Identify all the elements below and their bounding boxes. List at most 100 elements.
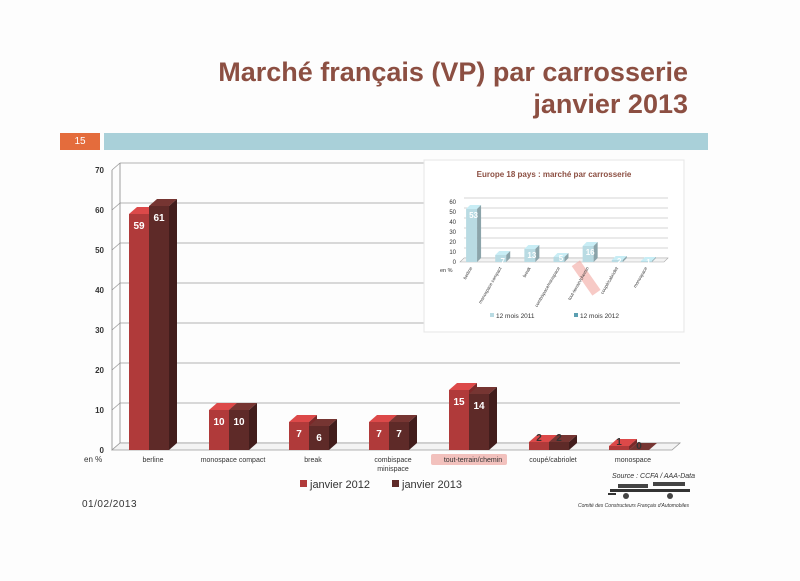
inset-bar	[553, 253, 569, 262]
bar-top	[389, 415, 417, 422]
data-label: 2	[556, 433, 562, 444]
inset-bar	[466, 205, 482, 262]
data-label: 10	[233, 417, 245, 428]
data-label: 10	[213, 417, 225, 428]
inset-bar-top	[611, 256, 627, 260]
bar-top	[469, 387, 497, 394]
y-tick-label: 30	[95, 326, 104, 335]
bar	[229, 403, 257, 450]
bar-top	[449, 383, 477, 390]
legend-swatch	[300, 480, 307, 487]
inset-frame	[423, 159, 685, 333]
inset-bar-front	[553, 257, 565, 262]
inset-bar-front	[495, 255, 507, 262]
inset-bar-top	[495, 251, 511, 255]
inset-legend-label: 12 mois 2012	[580, 313, 619, 320]
y-tick-label: 40	[95, 286, 104, 295]
inset-legend-swatch	[574, 313, 578, 317]
category-label: coupé/cabriolet	[529, 457, 577, 464]
data-label: 7	[396, 429, 402, 440]
inset-category-label: break	[522, 265, 532, 278]
bar-side	[409, 415, 417, 450]
inset-bar-front	[611, 260, 623, 262]
bar	[389, 415, 417, 450]
inset-chart: Europe 18 pays : marché par carrosserie 0…	[423, 159, 685, 333]
bar-top	[549, 435, 577, 442]
header-bar	[104, 133, 708, 150]
inset-y-tick-label: 20	[449, 240, 456, 246]
page-number-badge: 15	[60, 133, 100, 150]
bar-top	[609, 439, 637, 446]
inset-bar	[640, 257, 656, 262]
bar-front	[549, 442, 569, 450]
legend-label: janvier 2013	[401, 479, 462, 491]
bar-front	[229, 410, 249, 450]
bar	[149, 199, 177, 450]
inset-bar-side	[506, 251, 511, 262]
bar-side	[329, 419, 337, 450]
inset-y-tick-label: 0	[453, 260, 457, 266]
inset-y-tick-label: 30	[449, 230, 456, 236]
bar-top	[629, 443, 657, 450]
data-label: 15	[453, 397, 465, 408]
bar	[609, 439, 637, 450]
data-label: 0	[636, 441, 642, 452]
inset-bar-side	[535, 245, 540, 262]
inset-data-label: 53	[469, 211, 478, 220]
gridline-side	[111, 402, 121, 411]
y-tick-label: 20	[95, 366, 104, 375]
data-label: 59	[133, 221, 145, 232]
bar-top	[529, 435, 557, 442]
inset-category-highlight	[571, 260, 601, 296]
y-tick-label: 60	[95, 206, 104, 215]
inset-bar-side	[593, 242, 598, 262]
data-label: 14	[473, 401, 485, 412]
legend-swatch	[392, 480, 399, 487]
bar-side	[629, 439, 637, 450]
organization-name: Comité des Constructeurs Français d'Auto…	[578, 503, 690, 509]
data-label: 2	[536, 433, 542, 444]
bar-top	[229, 403, 257, 410]
inset-data-label: 2	[617, 257, 622, 266]
data-label: 7	[376, 429, 382, 440]
inset-bar-top	[466, 205, 482, 209]
bar-side	[249, 403, 257, 450]
y-tick-label: 70	[95, 166, 104, 175]
bar-top	[149, 199, 177, 206]
bar-front	[149, 206, 169, 450]
category-label: tout-terrain/chemin	[444, 457, 502, 464]
category-label: berline	[142, 457, 163, 464]
category-label: break	[304, 457, 322, 464]
gridline-side	[111, 362, 121, 371]
data-label: 6	[316, 433, 322, 444]
category-label: minispace	[377, 466, 409, 473]
slide-title-line1: Marché français (VP) par carrosserie	[218, 57, 688, 87]
bar-front	[529, 442, 549, 450]
inset-bar-top	[524, 245, 540, 249]
bar-top	[289, 415, 317, 422]
bar-top	[309, 419, 337, 426]
inset-bar-side	[622, 256, 627, 262]
inset-legend-swatch	[490, 313, 494, 317]
inset-bar	[495, 251, 511, 262]
category-highlight	[431, 454, 507, 465]
bar	[629, 443, 657, 450]
inset-y-tick-label: 10	[449, 250, 456, 256]
bar-front	[449, 390, 469, 450]
legend-label: janvier 2012	[309, 479, 370, 491]
bar-front	[389, 422, 409, 450]
inset-category-label: berline	[462, 266, 473, 281]
inset-bar	[611, 256, 627, 262]
inset-y-tick-label: 50	[449, 210, 456, 216]
y-unit-label: en %	[84, 455, 102, 464]
gridline-side	[111, 322, 121, 331]
bar-front	[129, 214, 149, 450]
category-label: monospace compact	[201, 457, 266, 464]
gridline-side	[111, 282, 121, 291]
bar-top	[369, 415, 397, 422]
bar	[549, 435, 577, 450]
gridline-side	[111, 242, 121, 251]
y-tick-label: 50	[95, 246, 104, 255]
slide-title-line2: janvier 2013	[533, 89, 688, 119]
